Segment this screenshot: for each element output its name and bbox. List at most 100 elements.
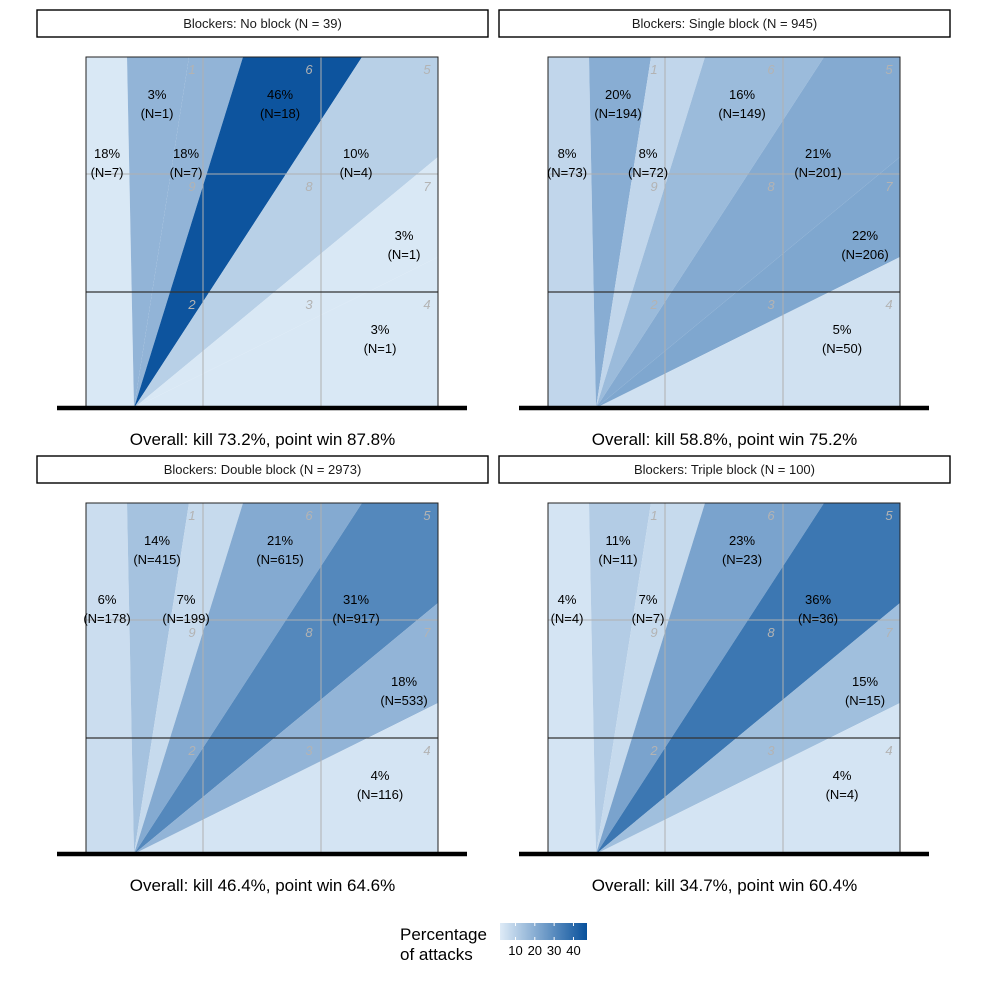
sector-6 (596, 157, 900, 408)
sector-pct-label: 3% (371, 322, 390, 337)
sector-n-label: (N=11) (598, 552, 637, 567)
sector-n-label: (N=7) (170, 165, 203, 180)
sector-7 (596, 257, 900, 408)
zone-label-1: 1 (188, 62, 195, 77)
sector-pct-label: 46% (267, 87, 293, 102)
sector-pct-label: 11% (605, 533, 630, 548)
sector-6 (134, 157, 438, 408)
facet-strip (36, 9, 489, 38)
sector-n-label: (N=206) (841, 247, 888, 262)
zone-label-6: 6 (767, 508, 775, 523)
sector-n-label: (N=36) (798, 611, 838, 626)
sector-2 (589, 57, 651, 408)
zone-label-5: 5 (885, 62, 893, 77)
zone-label-3: 3 (767, 743, 775, 758)
zone-label-7: 7 (885, 625, 893, 640)
sector-n-label: (N=1) (141, 106, 174, 121)
zone-label-8: 8 (305, 179, 313, 194)
overall-stats: Overall: kill 34.7%, point win 60.4% (592, 876, 858, 895)
facet-title: Blockers: Double block (N = 2973) (164, 462, 362, 477)
zone-label-9: 9 (650, 179, 657, 194)
sector-n-label: (N=1) (388, 247, 421, 262)
zone-label-9: 9 (650, 625, 657, 640)
sector-n-label: (N=15) (845, 693, 885, 708)
overall-stats: Overall: kill 46.4%, point win 64.6% (130, 876, 396, 895)
sector-pct-label: 20% (605, 87, 631, 102)
sector-7 (134, 257, 438, 408)
sector-pct-label: 18% (94, 146, 120, 161)
sector-pct-label: 18% (391, 674, 417, 689)
sector-pct-label: 3% (148, 87, 167, 102)
sector-5 (596, 503, 900, 854)
zone-label-2: 2 (649, 297, 658, 312)
legend-tick-label: 20 (528, 943, 542, 958)
zone-label-4: 4 (423, 297, 430, 312)
sector-n-label: (N=73) (547, 165, 587, 180)
sector-n-label: (N=116) (357, 787, 403, 802)
sector-2 (127, 503, 189, 854)
sector-pct-label: 7% (177, 592, 196, 607)
facet-title: Blockers: Single block (N = 945) (632, 16, 817, 31)
sector-n-label: (N=199) (162, 611, 209, 626)
zone-label-3: 3 (305, 743, 313, 758)
sector-2 (589, 503, 651, 854)
zone-label-5: 5 (885, 508, 893, 523)
facet-strip (36, 455, 489, 484)
sector-n-label: (N=7) (632, 611, 665, 626)
zone-label-8: 8 (767, 625, 775, 640)
legend-tick-label: 40 (566, 943, 580, 958)
zone-label-2: 2 (649, 743, 658, 758)
sector-n-label: (N=194) (594, 106, 641, 121)
sector-pct-label: 4% (833, 768, 852, 783)
sector-6 (134, 603, 438, 854)
sector-n-label: (N=917) (332, 611, 379, 626)
sector-7 (596, 703, 900, 854)
facet-title: Blockers: No block (N = 39) (183, 16, 342, 31)
sector-pct-label: 4% (371, 768, 390, 783)
sector-pct-label: 21% (805, 146, 831, 161)
facet-panel-2: Blockers: Single block (N = 945) 1 6 5 9 8 7 2 3… (498, 9, 951, 449)
sector-n-label: (N=72) (628, 165, 668, 180)
zone-label-2: 2 (187, 297, 196, 312)
zone-label-3: 3 (767, 297, 775, 312)
zone-label-7: 7 (423, 625, 431, 640)
sector-1 (548, 503, 596, 854)
zone-label-6: 6 (305, 62, 313, 77)
zone-label-2: 2 (187, 743, 196, 758)
legend-tick-label: 30 (547, 943, 561, 958)
sector-n-label: (N=4) (551, 611, 584, 626)
facet-title: Blockers: Triple block (N = 100) (634, 462, 815, 477)
zone-label-4: 4 (885, 297, 892, 312)
sector-pct-label: 23% (729, 533, 755, 548)
zone-label-1: 1 (650, 508, 657, 523)
sector-pct-label: 5% (833, 322, 852, 337)
sector-n-label: (N=50) (822, 341, 862, 356)
legend-tick-label: 10 (508, 943, 522, 958)
zone-label-1: 1 (650, 62, 657, 77)
zone-label-3: 3 (305, 297, 313, 312)
sector-pct-label: 4% (558, 592, 577, 607)
sector-1 (86, 503, 134, 854)
facet-strip (498, 455, 951, 484)
sector-n-label: (N=4) (340, 165, 373, 180)
sector-n-label: (N=4) (826, 787, 859, 802)
sector-n-label: (N=149) (718, 106, 765, 121)
facet-strip (498, 9, 951, 38)
sector-pct-label: 14% (144, 533, 170, 548)
overall-stats: Overall: kill 73.2%, point win 87.8% (130, 430, 396, 449)
zone-label-6: 6 (767, 62, 775, 77)
sector-n-label: (N=18) (260, 106, 300, 121)
sector-7 (134, 703, 438, 854)
sector-n-label: (N=23) (722, 552, 762, 567)
sector-5 (134, 503, 438, 854)
legend-colorbar (500, 923, 587, 940)
sector-n-label: (N=201) (794, 165, 841, 180)
sector-pct-label: 21% (267, 533, 293, 548)
sector-2 (127, 57, 189, 408)
zone-label-5: 5 (423, 508, 431, 523)
sector-1 (548, 57, 596, 408)
zone-label-7: 7 (423, 179, 431, 194)
sector-n-label: (N=1) (364, 341, 397, 356)
